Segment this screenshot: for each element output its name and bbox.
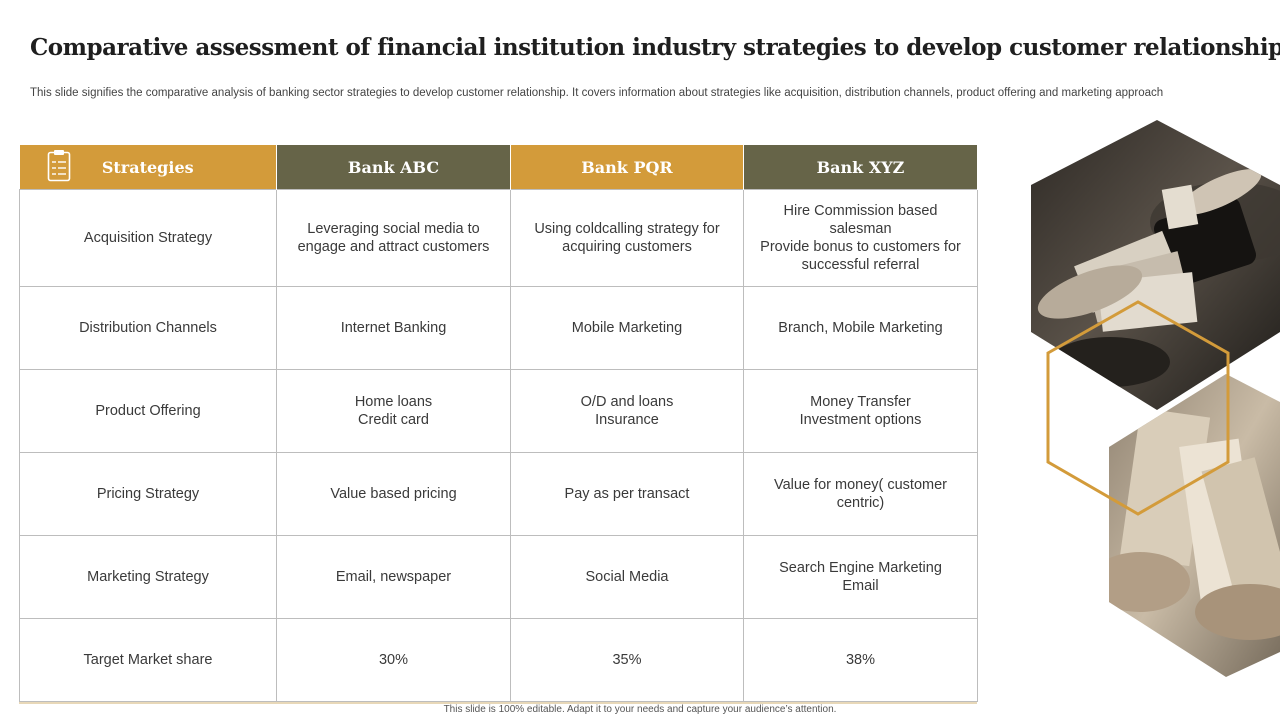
cell-text-line: Branch, Mobile Marketing (778, 320, 943, 336)
header-bank-xyz: Bank XYZ (743, 145, 978, 190)
cell-bank-xyz: Branch, Mobile Marketing (743, 286, 978, 370)
header-strategies: Strategies (19, 145, 277, 190)
table-header-row: Strategies Bank ABC Bank PQR Bank XYZ (19, 145, 978, 190)
row-label: Pricing Strategy (19, 452, 277, 536)
footer-note: This slide is 100% editable. Adapt it to… (443, 704, 837, 715)
row-label: Product Offering (19, 369, 277, 453)
cell-bank-xyz: 38% (743, 618, 978, 702)
cell-bank-abc: Value based pricing (276, 452, 511, 536)
cell-text-line: Value based pricing (330, 486, 457, 502)
cell-text-line: acquiring customers (562, 239, 692, 255)
table-row: Marketing Strategy Email, newspaper Social… (19, 535, 978, 619)
cell-bank-xyz: Money Transfer Investment options (743, 369, 978, 453)
clipboard-icon (47, 150, 71, 182)
cell-text-line: Search Engine Marketing (779, 560, 942, 576)
cell-bank-xyz: Hire Commission based salesman Provide bon… (743, 189, 978, 287)
cell-bank-abc: 30% (276, 618, 511, 702)
cell-text-line: centric) (836, 495, 885, 511)
cell-text-line: salesman (829, 221, 892, 237)
cell-text-line: Value for money( customer (774, 477, 947, 493)
cell-text-line: Hire Commission based (783, 203, 938, 219)
cell-text-line: Social Media (585, 569, 669, 585)
cell-text-line: 35% (612, 652, 642, 668)
cell-text-line: Money Transfer (810, 394, 911, 410)
header-bank-pqr: Bank PQR (510, 145, 744, 190)
cell-bank-pqr: 35% (510, 618, 744, 702)
page-subtitle: This slide signifies the comparative ana… (30, 87, 1164, 99)
cell-bank-abc: Email, newspaper (276, 535, 511, 619)
comparison-table: Strategies Bank ABC Bank PQR Bank XYZ Ac… (19, 145, 978, 702)
cell-text-line: Internet Banking (340, 320, 447, 336)
cell-bank-pqr: Pay as per transact (510, 452, 744, 536)
cell-bank-pqr: O/D and loans Insurance (510, 369, 744, 453)
cell-text-line: Using coldcalling strategy for (534, 221, 720, 237)
cash-in-hands-photo (1109, 374, 1280, 677)
cell-text-line: Leveraging social media to (307, 221, 480, 237)
cell-text-line: 38% (845, 652, 876, 668)
bottom-divider (19, 702, 977, 704)
cell-text-line: Email, newspaper (335, 569, 452, 585)
cell-text-line: engage and attract customers (297, 239, 490, 255)
table-row: Target Market share 30% 35% 38% (19, 618, 978, 702)
cell-bank-abc: Home loans Credit card (276, 369, 511, 453)
cell-bank-pqr: Using coldcalling strategy for acquiring … (510, 189, 744, 287)
cell-bank-abc: Leveraging social media to engage and att… (276, 189, 511, 287)
cell-bank-pqr: Social Media (510, 535, 744, 619)
cell-text-line: Home loans (354, 394, 433, 410)
row-label: Distribution Channels (19, 286, 277, 370)
cell-text-line: Insurance (595, 412, 659, 428)
table-row: Acquisition Strategy Leveraging social me… (19, 189, 978, 287)
cell-text-line: Investment options (799, 412, 922, 428)
cell-text-line: O/D and loans (580, 394, 674, 410)
header-bank-abc: Bank ABC (276, 145, 511, 190)
cell-text-line: Provide bonus to customers for (760, 239, 961, 255)
row-label: Marketing Strategy (19, 535, 277, 619)
cell-text-line: Mobile Marketing (571, 320, 683, 336)
row-label: Target Market share (19, 618, 277, 702)
hexagon-photo-collage (1031, 120, 1280, 677)
cell-text-line: Credit card (358, 412, 429, 428)
page-title: Comparative assessment of financial inst… (30, 34, 1280, 61)
cell-bank-xyz: Value for money( customer centric) (743, 452, 978, 536)
table-row: Product Offering Home loans Credit card O/D… (19, 369, 978, 453)
table-row: Distribution Channels Internet Banking Mob… (19, 286, 978, 370)
cell-text-line: successful referral (801, 257, 920, 273)
cell-bank-pqr: Mobile Marketing (510, 286, 744, 370)
cell-text-line: 30% (378, 652, 409, 668)
hexagon-outline (1046, 300, 1230, 516)
money-exchange-photo (1031, 120, 1280, 410)
row-label: Acquisition Strategy (19, 189, 277, 287)
table-row: Pricing Strategy Value based pricing Pay a… (19, 452, 978, 536)
cell-text-line: Email (842, 578, 879, 594)
cell-bank-xyz: Search Engine Marketing Email (743, 535, 978, 619)
cell-text-line: Pay as per transact (564, 486, 690, 502)
cell-bank-abc: Internet Banking (276, 286, 511, 370)
